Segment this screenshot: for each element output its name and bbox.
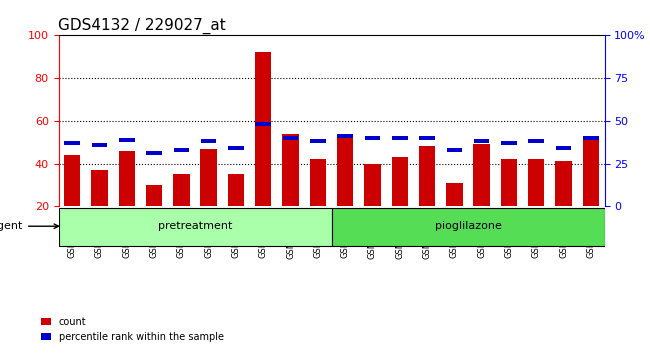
Bar <box>500 159 517 249</box>
FancyBboxPatch shape <box>201 139 216 143</box>
FancyBboxPatch shape <box>146 152 162 155</box>
FancyBboxPatch shape <box>501 141 517 145</box>
FancyBboxPatch shape <box>583 136 599 140</box>
Bar <box>118 151 135 249</box>
Bar <box>582 140 599 249</box>
Bar <box>309 159 326 249</box>
FancyBboxPatch shape <box>392 136 408 140</box>
Text: pioglilazone: pioglilazone <box>435 221 501 231</box>
FancyBboxPatch shape <box>474 139 489 143</box>
Bar <box>391 157 408 249</box>
Bar <box>364 164 381 249</box>
Legend: count, percentile rank within the sample: count, percentile rank within the sample <box>37 313 228 346</box>
Text: pretreatment: pretreatment <box>158 221 232 231</box>
Bar <box>227 174 244 249</box>
FancyBboxPatch shape <box>58 209 332 246</box>
Bar <box>473 144 490 249</box>
FancyBboxPatch shape <box>332 209 604 246</box>
FancyBboxPatch shape <box>337 134 353 138</box>
FancyBboxPatch shape <box>174 148 189 152</box>
FancyBboxPatch shape <box>556 146 571 150</box>
FancyBboxPatch shape <box>64 141 80 145</box>
FancyBboxPatch shape <box>228 146 244 150</box>
Bar <box>555 161 572 249</box>
FancyBboxPatch shape <box>365 136 380 140</box>
Bar <box>64 155 81 249</box>
Bar <box>419 147 436 249</box>
FancyBboxPatch shape <box>419 136 435 140</box>
Bar <box>173 174 190 249</box>
FancyBboxPatch shape <box>283 136 298 140</box>
Bar <box>446 183 463 249</box>
Bar <box>282 134 299 249</box>
FancyBboxPatch shape <box>447 148 462 152</box>
Bar <box>255 52 272 249</box>
FancyBboxPatch shape <box>528 139 544 143</box>
FancyBboxPatch shape <box>92 143 107 147</box>
Bar <box>200 149 217 249</box>
FancyBboxPatch shape <box>255 122 271 126</box>
Text: agent: agent <box>0 221 58 231</box>
FancyBboxPatch shape <box>310 139 326 143</box>
Bar <box>91 170 108 249</box>
FancyBboxPatch shape <box>119 138 135 142</box>
Bar <box>528 159 545 249</box>
Text: GDS4132 / 229027_at: GDS4132 / 229027_at <box>58 18 226 34</box>
Bar <box>146 185 162 249</box>
Bar <box>337 138 354 249</box>
